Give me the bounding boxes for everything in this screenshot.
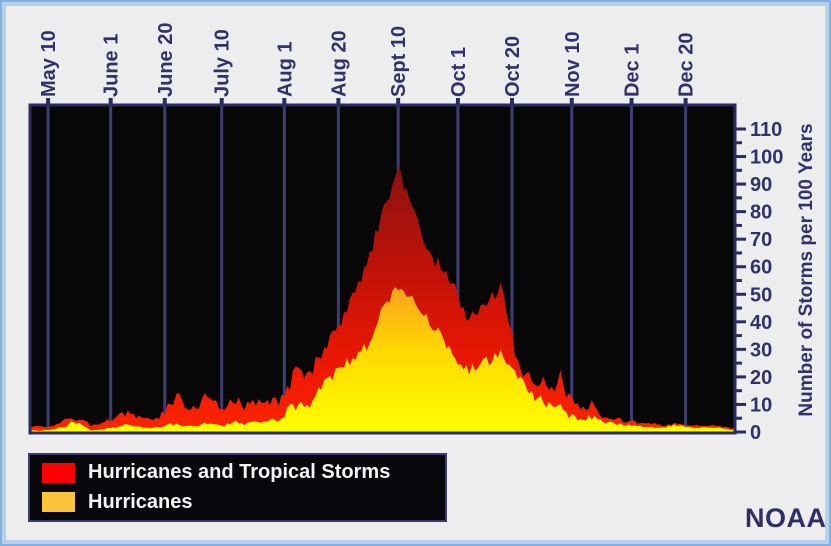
noaa-logo-text: NOAA xyxy=(745,503,827,533)
legend-item-storms: Hurricanes and Tropical Storms xyxy=(42,461,445,484)
y-tick-label: 0 xyxy=(750,422,761,444)
legend: Hurricanes and Tropical Storms Hurricane… xyxy=(28,453,447,522)
y-tick-label: 30 xyxy=(750,339,772,361)
x-tick-label: Oct 20 xyxy=(502,36,524,97)
x-tick-label: Sept 10 xyxy=(388,26,410,97)
x-tick-label: June 20 xyxy=(155,23,177,97)
x-tick-label: Aug 1 xyxy=(274,41,296,97)
plot-border xyxy=(28,103,737,435)
storms-area xyxy=(31,166,734,432)
y-tick-label: 40 xyxy=(750,312,772,334)
x-tick-label: July 10 xyxy=(212,29,234,97)
y-tick-label: 20 xyxy=(750,367,772,389)
y-tick-label: 80 xyxy=(750,202,772,224)
x-tick-label: May 10 xyxy=(38,30,60,97)
storms-color-swatch xyxy=(42,462,75,483)
x-tick-label: June 1 xyxy=(101,34,123,97)
x-tick-label: Nov 10 xyxy=(562,31,584,97)
y-tick-label: 70 xyxy=(750,229,772,251)
hurricanes-color-swatch xyxy=(42,492,75,513)
y-axis-title-area: Number of Storms per 100 Years xyxy=(790,105,824,435)
legend-label-storms: Hurricanes and Tropical Storms xyxy=(88,461,391,484)
y-tick-label: 10 xyxy=(750,394,772,416)
y-tick-label: 100 xyxy=(750,147,783,169)
x-tick-label: Dec 20 xyxy=(676,33,698,98)
x-tick-label: Aug 20 xyxy=(328,30,350,97)
x-tick-label: Oct 1 xyxy=(448,47,470,97)
legend-label-hurricanes: Hurricanes xyxy=(88,490,193,513)
y-tick-label: 110 xyxy=(750,119,782,141)
hurricanes-area xyxy=(31,286,734,432)
y-axis-title: Number of Storms per 100 Years xyxy=(796,123,817,417)
y-tick-label: 90 xyxy=(750,174,772,196)
legend-item-hurricanes: Hurricanes xyxy=(42,491,445,514)
y-tick-label: 50 xyxy=(750,284,772,306)
x-tick-label: Dec 1 xyxy=(622,44,644,97)
y-tick-label: 60 xyxy=(750,257,772,279)
